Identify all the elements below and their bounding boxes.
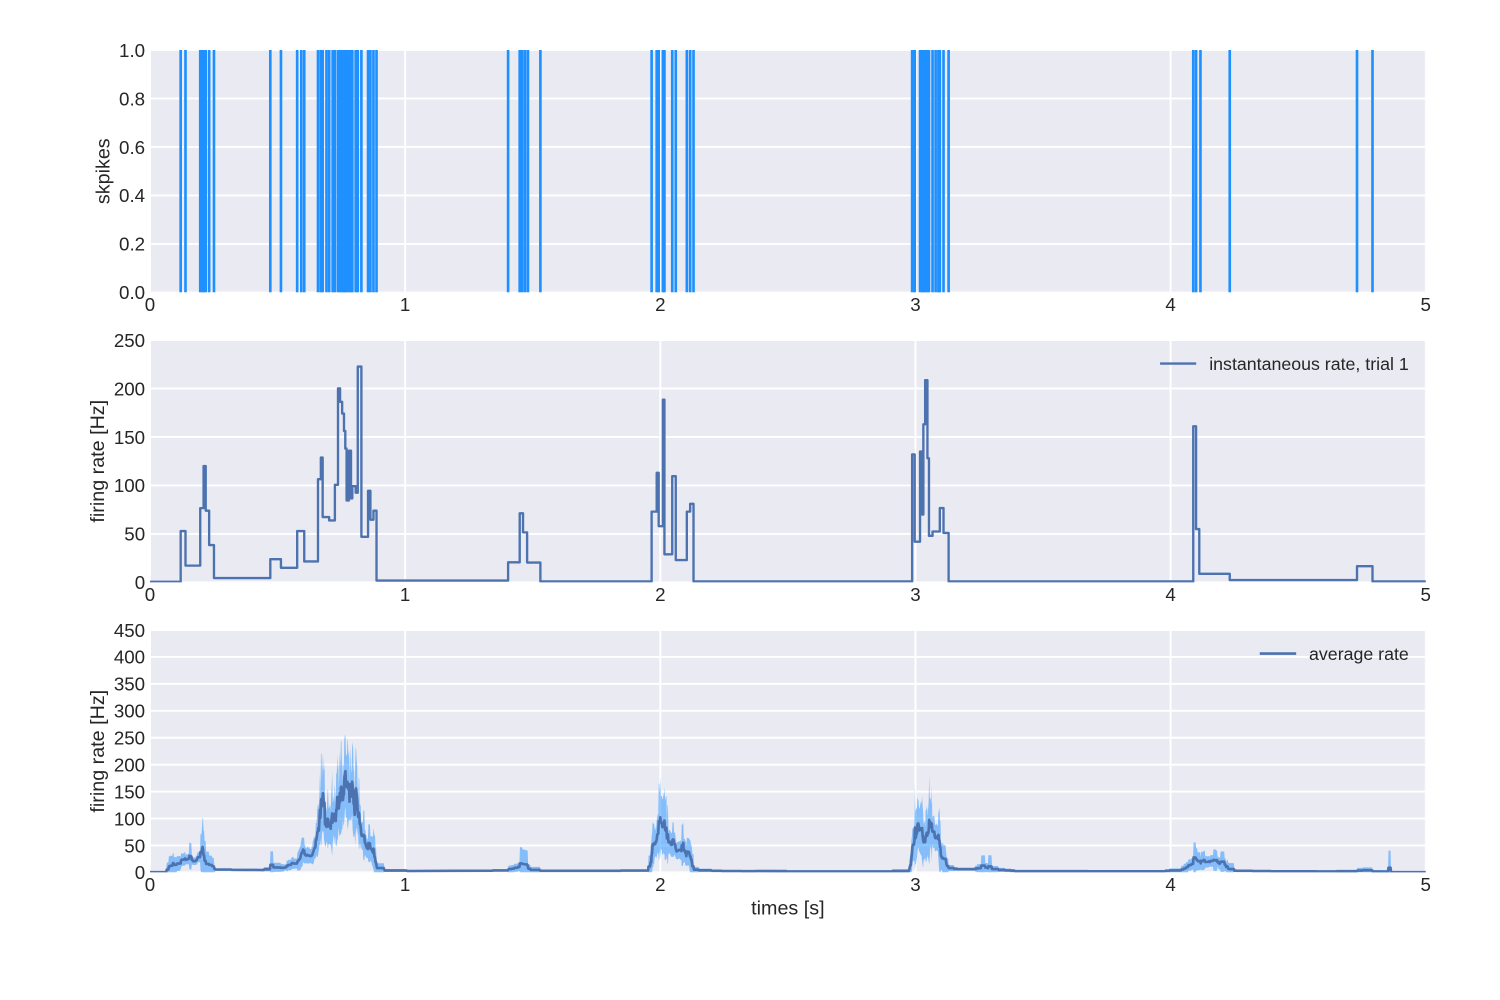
svg-text:2: 2 bbox=[655, 584, 665, 605]
svg-text:250: 250 bbox=[114, 728, 145, 749]
svg-text:200: 200 bbox=[114, 754, 145, 775]
svg-text:250: 250 bbox=[114, 330, 145, 351]
svg-text:4: 4 bbox=[1165, 584, 1175, 605]
svg-text:450: 450 bbox=[114, 620, 145, 641]
svg-text:skpikes: skpikes bbox=[92, 138, 114, 204]
svg-text:50: 50 bbox=[124, 524, 145, 545]
svg-text:firing rate [Hz]: firing rate [Hz] bbox=[87, 690, 109, 813]
svg-text:50: 50 bbox=[124, 835, 145, 856]
svg-text:350: 350 bbox=[114, 674, 145, 695]
svg-text:4: 4 bbox=[1165, 294, 1175, 315]
svg-text:instantaneous rate, trial 1: instantaneous rate, trial 1 bbox=[1209, 354, 1409, 374]
svg-text:1: 1 bbox=[400, 294, 410, 315]
svg-text:100: 100 bbox=[114, 475, 145, 496]
svg-text:2: 2 bbox=[655, 294, 665, 315]
svg-text:5: 5 bbox=[1421, 584, 1431, 605]
svg-text:0: 0 bbox=[145, 584, 155, 605]
svg-text:0.8: 0.8 bbox=[119, 88, 145, 109]
svg-text:300: 300 bbox=[114, 701, 145, 722]
svg-text:200: 200 bbox=[114, 378, 145, 399]
svg-text:1: 1 bbox=[400, 584, 410, 605]
svg-text:5: 5 bbox=[1421, 874, 1431, 895]
svg-text:3: 3 bbox=[910, 874, 920, 895]
svg-text:times [s]: times [s] bbox=[751, 898, 824, 920]
svg-text:0.0: 0.0 bbox=[119, 282, 145, 303]
svg-text:average rate: average rate bbox=[1309, 644, 1409, 664]
svg-text:5: 5 bbox=[1421, 294, 1431, 315]
svg-text:0.4: 0.4 bbox=[119, 185, 145, 206]
svg-text:0.2: 0.2 bbox=[119, 234, 145, 255]
svg-text:1.0: 1.0 bbox=[119, 40, 145, 61]
svg-text:0: 0 bbox=[135, 572, 145, 593]
svg-text:0: 0 bbox=[145, 294, 155, 315]
svg-text:150: 150 bbox=[114, 427, 145, 448]
svg-text:400: 400 bbox=[114, 647, 145, 668]
svg-text:0: 0 bbox=[135, 862, 145, 883]
svg-text:150: 150 bbox=[114, 781, 145, 802]
svg-text:4: 4 bbox=[1165, 874, 1175, 895]
svg-text:0.6: 0.6 bbox=[119, 137, 145, 158]
svg-text:0: 0 bbox=[145, 874, 155, 895]
svg-text:2: 2 bbox=[655, 874, 665, 895]
svg-text:3: 3 bbox=[910, 584, 920, 605]
svg-text:3: 3 bbox=[910, 294, 920, 315]
svg-text:100: 100 bbox=[114, 808, 145, 829]
svg-text:1: 1 bbox=[400, 874, 410, 895]
svg-text:firing rate [Hz]: firing rate [Hz] bbox=[87, 400, 109, 523]
